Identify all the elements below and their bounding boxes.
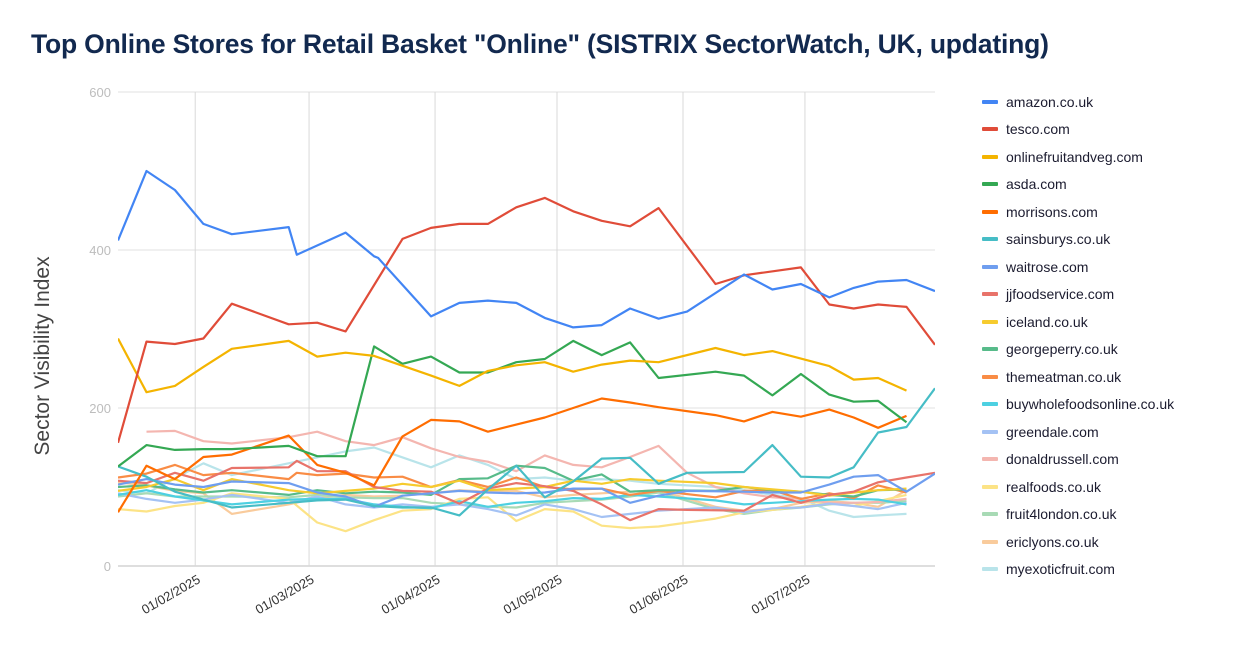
legend-label: tesco.com xyxy=(1006,121,1070,138)
legend-swatch xyxy=(982,402,998,407)
x-tick-label: 01/04/2025 xyxy=(379,572,443,618)
legend-label: greendale.com xyxy=(1006,423,1099,440)
legend-swatch xyxy=(982,209,998,214)
legend-label: onlinefruitandveg.com xyxy=(1006,148,1143,165)
y-tick-label: 0 xyxy=(104,559,111,574)
legend-swatch xyxy=(982,347,998,352)
legend-swatch xyxy=(982,374,998,379)
legend-item: waitrose.com xyxy=(982,253,1174,281)
y-tick-label: 400 xyxy=(89,243,111,258)
y-tick-label: 200 xyxy=(89,401,111,416)
x-tick-label: 01/03/2025 xyxy=(253,572,317,618)
legend-item: buywholefoodsonline.co.uk xyxy=(982,391,1174,419)
legend-item: morrisons.com xyxy=(982,198,1174,226)
legend-label: amazon.co.uk xyxy=(1006,93,1094,110)
legend-label: iceland.co.uk xyxy=(1006,313,1088,330)
legend-swatch xyxy=(982,264,998,269)
legend-label: sainsburys.co.uk xyxy=(1006,231,1111,248)
legend-label: asda.com xyxy=(1006,176,1067,193)
legend-label: realfoods.co.uk xyxy=(1006,478,1101,495)
legend-label: myexoticfruit.com xyxy=(1006,561,1115,578)
gridlines xyxy=(118,91,935,567)
legend-item: fruit4london.co.uk xyxy=(982,501,1174,529)
legend-label: buywholefoodsonline.co.uk xyxy=(1006,396,1175,413)
legend-swatch xyxy=(982,127,998,132)
legend-label: ericlyons.co.uk xyxy=(1006,533,1099,550)
x-tick-label: 01/05/2025 xyxy=(501,572,565,618)
x-tick-label: 01/07/2025 xyxy=(749,572,813,618)
y-tick-labels: 0 200 400 600 xyxy=(89,85,111,574)
legend-item: themeatman.co.uk xyxy=(982,363,1174,391)
series-line-waitrose-com xyxy=(118,472,935,508)
series-line-sainsburys-co-uk xyxy=(118,387,935,517)
series-line-themeatman-co-uk xyxy=(118,463,907,500)
y-axis-label: Sector Visibility Index xyxy=(31,256,54,456)
series-line-greendale-com xyxy=(118,492,907,519)
legend-label: waitrose.com xyxy=(1006,258,1089,275)
series-line-tesco-com xyxy=(118,196,935,444)
y-tick-label: 600 xyxy=(89,85,111,100)
legend-swatch xyxy=(982,182,998,187)
series-lines xyxy=(118,169,935,533)
legend-swatch xyxy=(982,457,998,462)
legend-item: sainsburys.co.uk xyxy=(982,226,1174,254)
legend-item: asda.com xyxy=(982,171,1174,199)
legend-item: georgeperry.co.uk xyxy=(982,336,1174,364)
series-line-jjfoodservice-com xyxy=(118,459,935,522)
legend: amazon.co.uk tesco.com onlinefruitandveg.c… xyxy=(982,88,1174,583)
legend-swatch xyxy=(982,319,998,324)
legend-label: donaldrussell.com xyxy=(1006,451,1119,468)
legend-swatch xyxy=(982,99,998,104)
chart-title: Top Online Stores for Retail Basket "Onl… xyxy=(31,29,1049,59)
x-tick-label: 01/06/2025 xyxy=(627,572,691,618)
legend-swatch xyxy=(982,484,998,489)
legend-item: jjfoodservice.com xyxy=(982,281,1174,309)
legend-swatch xyxy=(982,567,998,572)
legend-swatch xyxy=(982,154,998,159)
legend-swatch xyxy=(982,237,998,242)
legend-item: tesco.com xyxy=(982,116,1174,144)
legend-label: fruit4london.co.uk xyxy=(1006,506,1117,523)
legend-label: georgeperry.co.uk xyxy=(1006,341,1118,358)
legend-item: ericlyons.co.uk xyxy=(982,528,1174,556)
series-line-donaldrussell-com xyxy=(146,429,907,504)
legend-label: themeatman.co.uk xyxy=(1006,368,1122,385)
legend-swatch xyxy=(982,512,998,517)
legend-item: onlinefruitandveg.com xyxy=(982,143,1174,171)
legend-swatch xyxy=(982,429,998,434)
legend-item: realfoods.co.uk xyxy=(982,473,1174,501)
legend-label: morrisons.com xyxy=(1006,203,1098,220)
x-tick-labels: 01/02/2025 01/03/2025 01/04/2025 01/05/2025… xyxy=(139,572,813,618)
legend-item: amazon.co.uk xyxy=(982,88,1174,116)
legend-item: myexoticfruit.com xyxy=(982,556,1174,584)
x-tick-label: 01/02/2025 xyxy=(139,572,203,618)
legend-swatch xyxy=(982,292,998,297)
legend-swatch xyxy=(982,539,998,544)
series-line-onlinefruitandveg-com xyxy=(118,337,907,394)
series-line-asda-com xyxy=(118,339,908,468)
legend-item: greendale.com xyxy=(982,418,1174,446)
legend-item: donaldrussell.com xyxy=(982,446,1174,474)
legend-label: jjfoodservice.com xyxy=(1006,286,1115,303)
series-line-ericlyons-co-uk xyxy=(118,481,908,515)
series-line-amazon-co-uk xyxy=(118,169,935,329)
legend-item: iceland.co.uk xyxy=(982,308,1174,336)
